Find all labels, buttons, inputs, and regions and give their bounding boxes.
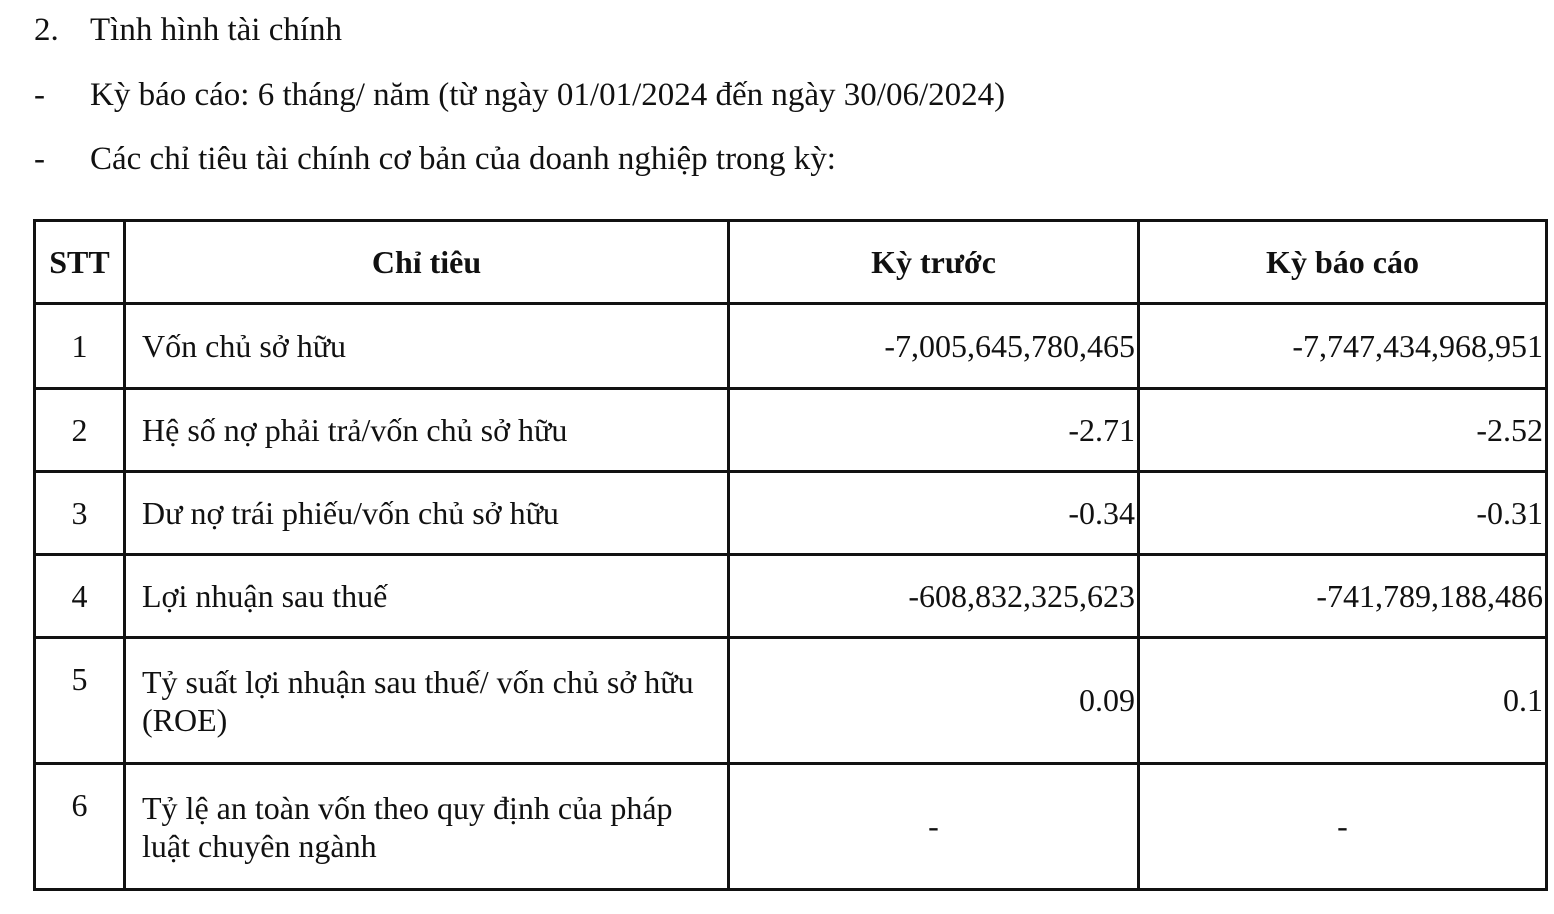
- bullet-marker: -: [34, 77, 45, 113]
- cell-indicator: Lợi nhuận sau thuế: [123, 553, 730, 639]
- report-period: Kỳ báo cáo: 6 tháng/ năm (từ ngày 01/01/…: [90, 77, 1006, 113]
- table-row: 1 Vốn chủ sở hữu -7,005,645,780,465 -7,747,…: [33, 302, 1548, 390]
- cell-previous: -2.71: [727, 387, 1140, 473]
- financial-indicators-table: STT Chỉ tiêu Kỳ trước Kỳ báo cáo 1 Vốn ch…: [33, 219, 1548, 891]
- cell-previous: -: [727, 762, 1140, 891]
- cell-current: -741,789,188,486: [1137, 553, 1548, 639]
- cell-previous: -7,005,645,780,465: [727, 302, 1140, 390]
- cell-previous: -608,832,325,623: [727, 553, 1140, 639]
- cell-current: 0.1: [1137, 636, 1548, 765]
- table-header: STT Chỉ tiêu Kỳ trước Kỳ báo cáo: [33, 219, 1548, 305]
- section-number: 2.: [34, 12, 59, 48]
- header-indicator: Chỉ tiêu: [123, 219, 730, 305]
- indicators-intro: Các chỉ tiêu tài chính cơ bản của doanh …: [90, 141, 836, 177]
- cell-current: -0.31: [1137, 470, 1548, 556]
- cell-previous: -0.34: [727, 470, 1140, 556]
- table-row: 2 Hệ số nợ phải trả/vốn chủ sở hữu -2.71 -2…: [33, 387, 1548, 473]
- cell-indicator: Vốn chủ sở hữu: [123, 302, 730, 390]
- cell-stt: 3: [33, 470, 126, 556]
- cell-previous: 0.09: [727, 636, 1140, 765]
- table-row: 3 Dư nợ trái phiếu/vốn chủ sở hữu -0.34 -0.…: [33, 470, 1548, 556]
- header-stt: STT: [33, 219, 126, 305]
- bullet-marker: -: [34, 141, 45, 177]
- cell-current: -7,747,434,968,951: [1137, 302, 1548, 390]
- table-row: 5 Tỷ suất lợi nhuận sau thuế/ vốn chủ sở …: [33, 636, 1548, 765]
- header-report-period: Kỳ báo cáo: [1137, 219, 1548, 305]
- cell-indicator: Tỷ lệ an toàn vốn theo quy định của pháp…: [123, 762, 730, 891]
- header-previous-period: Kỳ trước: [727, 219, 1140, 305]
- table-row: 4 Lợi nhuận sau thuế -608,832,325,623 -741,…: [33, 553, 1548, 639]
- table-row: 6 Tỷ lệ an toàn vốn theo quy định của phá…: [33, 762, 1548, 891]
- cell-current: -: [1137, 762, 1548, 891]
- cell-stt: 5: [33, 636, 126, 765]
- section-title: Tình hình tài chính: [90, 12, 343, 48]
- cell-stt: 1: [33, 302, 126, 390]
- cell-indicator: Tỷ suất lợi nhuận sau thuế/ vốn chủ sở h…: [123, 636, 730, 765]
- cell-stt: 4: [33, 553, 126, 639]
- cell-current: -2.52: [1137, 387, 1548, 473]
- cell-stt: 2: [33, 387, 126, 473]
- cell-stt: 6: [33, 762, 126, 891]
- cell-indicator: Hệ số nợ phải trả/vốn chủ sở hữu: [123, 387, 730, 473]
- cell-indicator: Dư nợ trái phiếu/vốn chủ sở hữu: [123, 470, 730, 556]
